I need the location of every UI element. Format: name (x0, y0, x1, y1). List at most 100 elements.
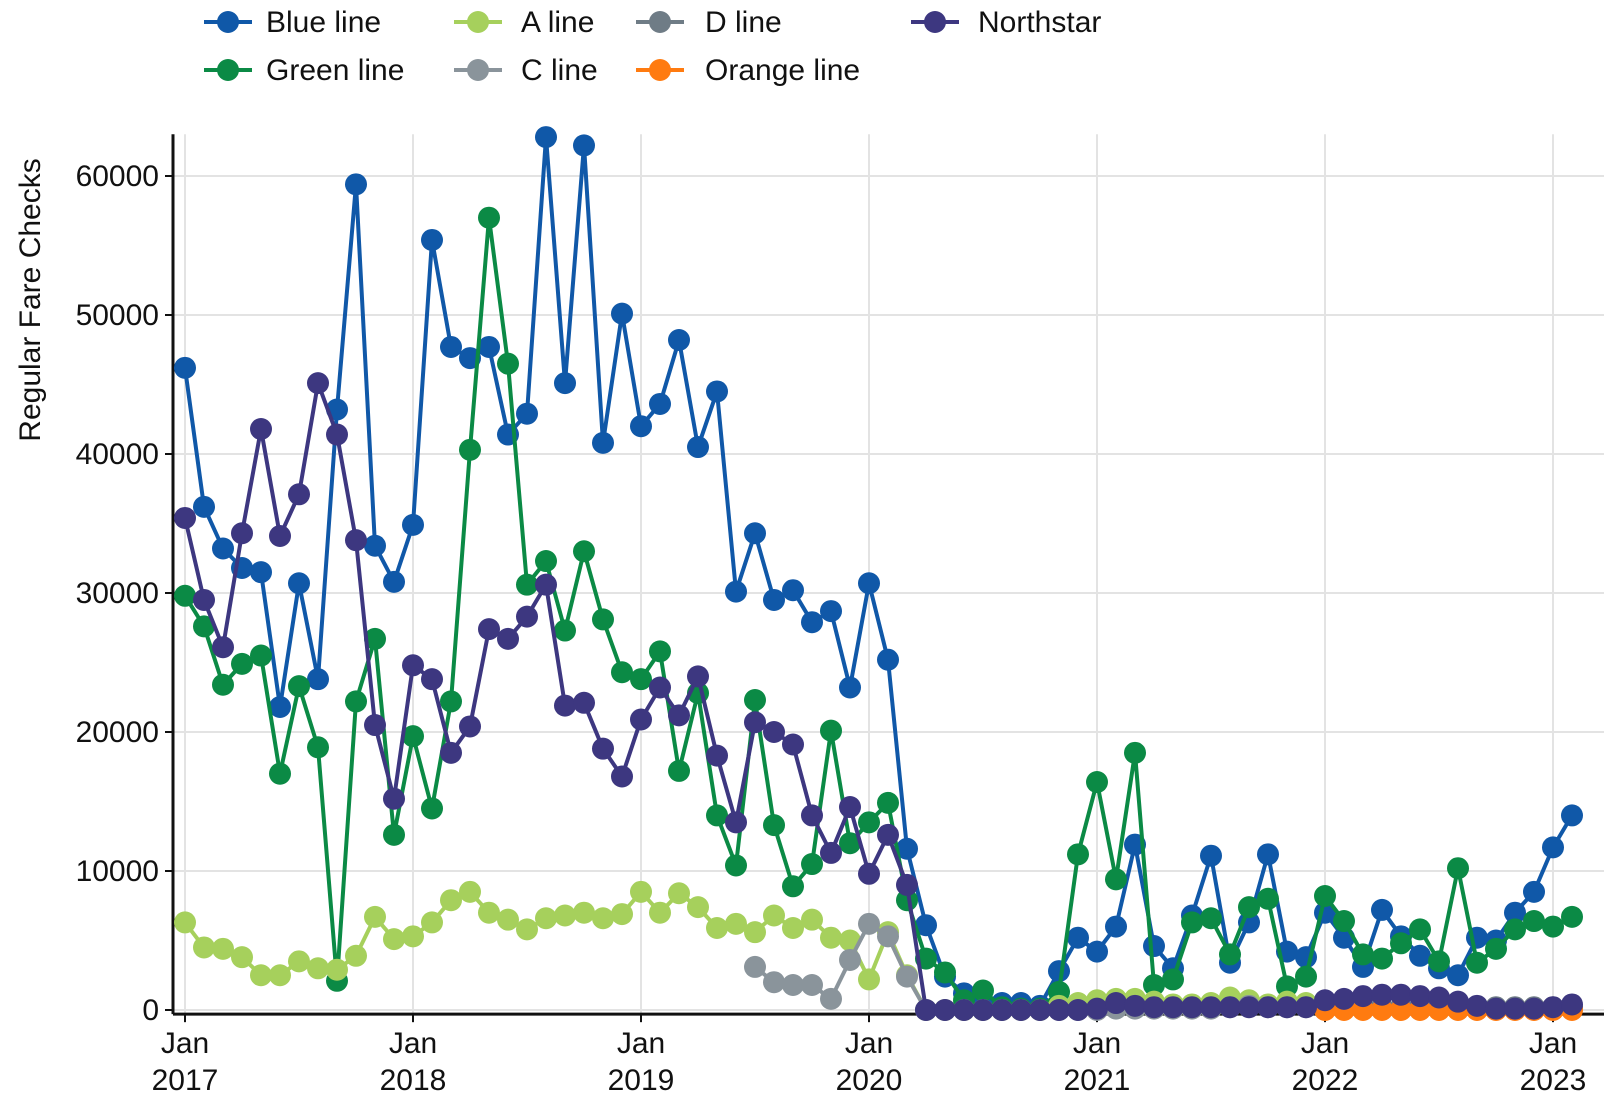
data-point (1523, 997, 1545, 1020)
data-point (668, 882, 690, 905)
data-point (554, 619, 576, 642)
data-point (801, 973, 823, 996)
data-point (1181, 996, 1203, 1019)
data-point (725, 912, 747, 935)
data-point (440, 889, 462, 912)
data-point (478, 335, 500, 358)
y-tick-label: 30000 (76, 577, 159, 610)
data-point (649, 640, 671, 663)
legend-marker (467, 59, 489, 81)
data-point (668, 329, 690, 352)
data-point (1295, 996, 1317, 1019)
data-point (820, 600, 842, 623)
data-point (402, 925, 424, 948)
data-point (820, 926, 842, 949)
data-point (516, 573, 538, 596)
data-point (592, 907, 614, 930)
data-point (1371, 999, 1393, 1021)
data-point (858, 862, 880, 885)
data-point (1371, 898, 1393, 921)
x-tick-label: Jan 2019 (608, 1027, 675, 1097)
data-point (687, 896, 709, 919)
data-point (592, 737, 614, 760)
legend-marker (649, 59, 671, 81)
data-point (1523, 910, 1545, 933)
data-point (1447, 990, 1469, 1013)
data-point (1485, 937, 1507, 960)
data-point (630, 708, 652, 731)
data-point (364, 534, 386, 557)
data-point (1105, 915, 1127, 938)
data-point (554, 372, 576, 395)
data-point (896, 965, 918, 988)
data-point (326, 958, 348, 981)
data-point (858, 572, 880, 595)
legend-marker (467, 11, 489, 33)
data-point (440, 690, 462, 713)
data-point (744, 955, 766, 978)
data-point (858, 968, 880, 991)
data-point (1029, 999, 1051, 1021)
data-point (972, 999, 994, 1021)
y-tick-label: 60000 (76, 160, 159, 193)
data-point (1143, 935, 1165, 958)
data-point (193, 588, 215, 611)
data-point (1086, 771, 1108, 794)
series-line (183, 215, 1573, 1011)
data-point (744, 711, 766, 734)
data-point (782, 973, 804, 996)
data-point (345, 529, 367, 552)
data-point (649, 901, 671, 924)
data-point (801, 853, 823, 876)
data-point (440, 335, 462, 358)
data-point (1124, 741, 1146, 764)
data-point (1181, 911, 1203, 934)
data-point (174, 356, 196, 379)
data-point (744, 921, 766, 944)
data-point (972, 979, 994, 1002)
data-point (402, 654, 424, 677)
data-point (858, 912, 880, 935)
data-point (478, 206, 500, 229)
data-point (535, 550, 557, 573)
data-point (1219, 943, 1241, 966)
data-point (269, 525, 291, 548)
y-tick-label: 10000 (76, 855, 159, 888)
y-tick-label: 50000 (76, 299, 159, 332)
data-point (1390, 932, 1412, 955)
data-point (1371, 947, 1393, 970)
data-point (1048, 999, 1070, 1021)
data-point (801, 611, 823, 634)
data-point (1010, 999, 1032, 1021)
data-point (1561, 993, 1583, 1016)
data-point (1409, 944, 1431, 967)
data-point (250, 644, 272, 667)
data-point (744, 689, 766, 712)
data-point (554, 904, 576, 927)
data-point (459, 715, 481, 738)
data-point (1219, 996, 1241, 1019)
data-point (573, 901, 595, 924)
legend-label: A line (521, 6, 594, 39)
data-point (1428, 986, 1450, 1009)
data-point (744, 522, 766, 545)
data-point (1105, 992, 1127, 1015)
data-point (934, 999, 956, 1021)
data-point (478, 901, 500, 924)
data-point (326, 423, 348, 446)
data-point (706, 916, 728, 939)
data-point (1238, 896, 1260, 919)
data-point (1200, 996, 1222, 1019)
data-point (383, 823, 405, 846)
data-point (1105, 868, 1127, 891)
data-point (877, 791, 899, 814)
data-point (820, 841, 842, 864)
data-point (1352, 985, 1374, 1008)
data-point (497, 627, 519, 650)
data-point (459, 438, 481, 461)
data-point (1067, 926, 1089, 949)
data-point (763, 904, 785, 927)
data-point (1447, 964, 1469, 987)
data-point (288, 950, 310, 973)
x-tick-label: Jan 2017 (152, 1027, 219, 1097)
